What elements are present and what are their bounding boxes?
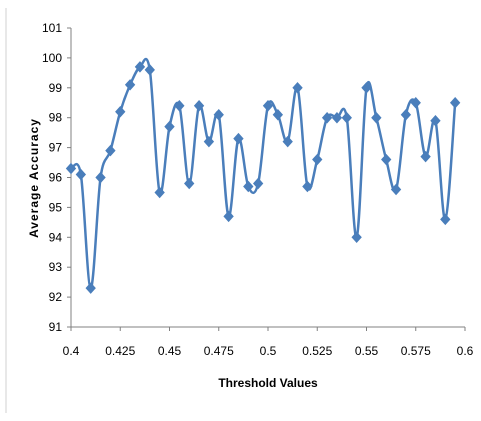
- y-tick-label: 98: [49, 111, 63, 125]
- x-tick-label: 0.45: [158, 344, 182, 358]
- data-point-marker: [213, 108, 224, 121]
- data-point-marker: [134, 61, 146, 73]
- x-tick-label: 0.4: [63, 344, 80, 358]
- y-tick-label: 93: [49, 260, 63, 274]
- data-point-marker: [144, 64, 155, 76]
- y-tick-label: 99: [49, 81, 63, 95]
- data-point-marker: [75, 168, 87, 181]
- data-point-marker: [361, 82, 372, 94]
- data-point-marker: [331, 111, 343, 124]
- data-point-marker: [174, 99, 185, 112]
- series-group: [65, 57, 461, 294]
- x-tick-label: 0.6: [457, 344, 474, 358]
- data-point-marker: [430, 114, 441, 127]
- x-axis-title: Threshold Values: [218, 376, 318, 390]
- data-point-marker: [223, 210, 234, 223]
- data-point-marker: [203, 135, 215, 148]
- x-tick-label: 0.55: [355, 344, 379, 358]
- data-point-marker: [272, 108, 284, 121]
- data-point-marker: [105, 144, 116, 157]
- axes: [70, 28, 465, 328]
- x-tick-label: 0.475: [204, 344, 234, 358]
- data-point-marker: [233, 132, 244, 145]
- data-point-marker: [371, 111, 382, 124]
- x-tick-label: 0.425: [105, 344, 135, 358]
- data-point-marker: [292, 82, 303, 94]
- data-point-marker: [420, 150, 431, 163]
- data-point-marker: [252, 177, 264, 190]
- data-point-marker: [440, 213, 451, 226]
- data-point-marker: [164, 120, 175, 133]
- data-point-marker: [95, 171, 106, 184]
- y-tick-label: 97: [49, 141, 63, 155]
- data-point-marker: [302, 180, 313, 193]
- y-tick-label: 92: [49, 290, 63, 304]
- data-point-marker: [154, 186, 165, 199]
- y-tick-label: 91: [49, 320, 63, 334]
- data-point-marker: [184, 177, 195, 190]
- data-point-marker: [390, 183, 402, 196]
- data-point-marker: [115, 105, 126, 118]
- data-point-marker: [381, 153, 392, 166]
- y-axis-title: Average Accuracy: [27, 118, 41, 238]
- y-ticks: 91 92 93 94 95 96 97 98 99 100 101: [42, 21, 71, 334]
- x-tick-label: 0.525: [302, 344, 332, 358]
- data-point-marker: [243, 180, 254, 193]
- x-tick-label: 0.575: [401, 344, 431, 358]
- x-ticks: 0.4 0.425 0.45 0.475 0.5 0.525 0.55 0.575 0.6: [63, 327, 474, 358]
- y-tick-label: 101: [42, 21, 62, 35]
- data-point-marker: [321, 111, 333, 124]
- data-point-marker: [282, 135, 293, 148]
- data-point-marker: [410, 97, 421, 109]
- data-point-marker: [351, 231, 362, 244]
- x-tick-label: 0.5: [260, 344, 277, 358]
- y-tick-label: 95: [49, 200, 63, 214]
- y-tick-label: 96: [49, 171, 63, 185]
- data-point-marker: [85, 282, 96, 294]
- data-point-marker: [400, 108, 412, 121]
- y-tick-label: 100: [42, 51, 62, 65]
- data-point-marker: [262, 99, 274, 112]
- y-tick-label: 94: [49, 230, 63, 244]
- series-line: [69, 57, 457, 290]
- data-point-marker: [65, 162, 77, 175]
- data-point-marker: [449, 97, 461, 109]
- data-point-marker: [124, 79, 136, 91]
- data-point-marker: [341, 111, 352, 124]
- data-point-marker: [193, 99, 205, 112]
- data-point-marker: [312, 153, 323, 166]
